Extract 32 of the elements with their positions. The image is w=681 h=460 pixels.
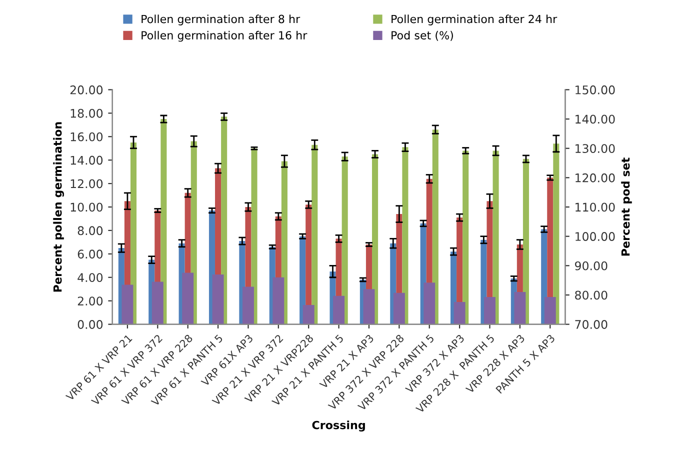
y2-tick-label: 80.00	[575, 290, 608, 300]
y2-tick-label: 110.00	[576, 202, 615, 212]
y2-tick-label: 90.00	[575, 261, 608, 270]
y-axis-title: Percent pollen germination	[53, 122, 64, 292]
y-tick-label: 12.00	[70, 179, 103, 188]
y2-tick-label: 130.00	[576, 144, 615, 154]
bar	[462, 150, 469, 324]
bar	[312, 144, 318, 324]
y-tick-label: 4.00	[78, 273, 103, 282]
y-tick-label: 10.00	[70, 202, 103, 212]
y2-tick-label: 70.00	[575, 320, 608, 329]
legend-label: Pod set (%)	[392, 30, 453, 41]
y2-tick-label: 140.00	[576, 114, 615, 124]
y2-tick-label: 120.00	[576, 173, 615, 182]
y-tick-label: 20.00	[70, 85, 103, 94]
y-tick-label: 2.00	[78, 296, 103, 306]
y-tick-label: 18.00	[70, 108, 103, 118]
legend-label: Pollen germination after 24 hr	[392, 14, 558, 26]
y-tick-label: 14.00	[70, 156, 103, 165]
y2-axis-title: Percent pod set	[621, 158, 632, 256]
bar	[492, 150, 499, 324]
x-axis-title: Crossing	[312, 420, 365, 432]
y-tick-label: 8.00	[78, 226, 103, 236]
bar	[553, 144, 560, 324]
y2-tick-label: 150.00	[576, 85, 615, 94]
legend-label: Pollen germination after 16 hr	[142, 30, 308, 42]
y-tick-label: 0.00	[78, 320, 103, 329]
y-tick-label: 16.00	[70, 132, 103, 142]
y2-tick-label: 100.00	[576, 232, 615, 241]
legend-label: Pollen germination after 8 hr	[142, 14, 300, 26]
bar	[251, 148, 258, 324]
y-tick-label: 6.00	[78, 250, 103, 259]
